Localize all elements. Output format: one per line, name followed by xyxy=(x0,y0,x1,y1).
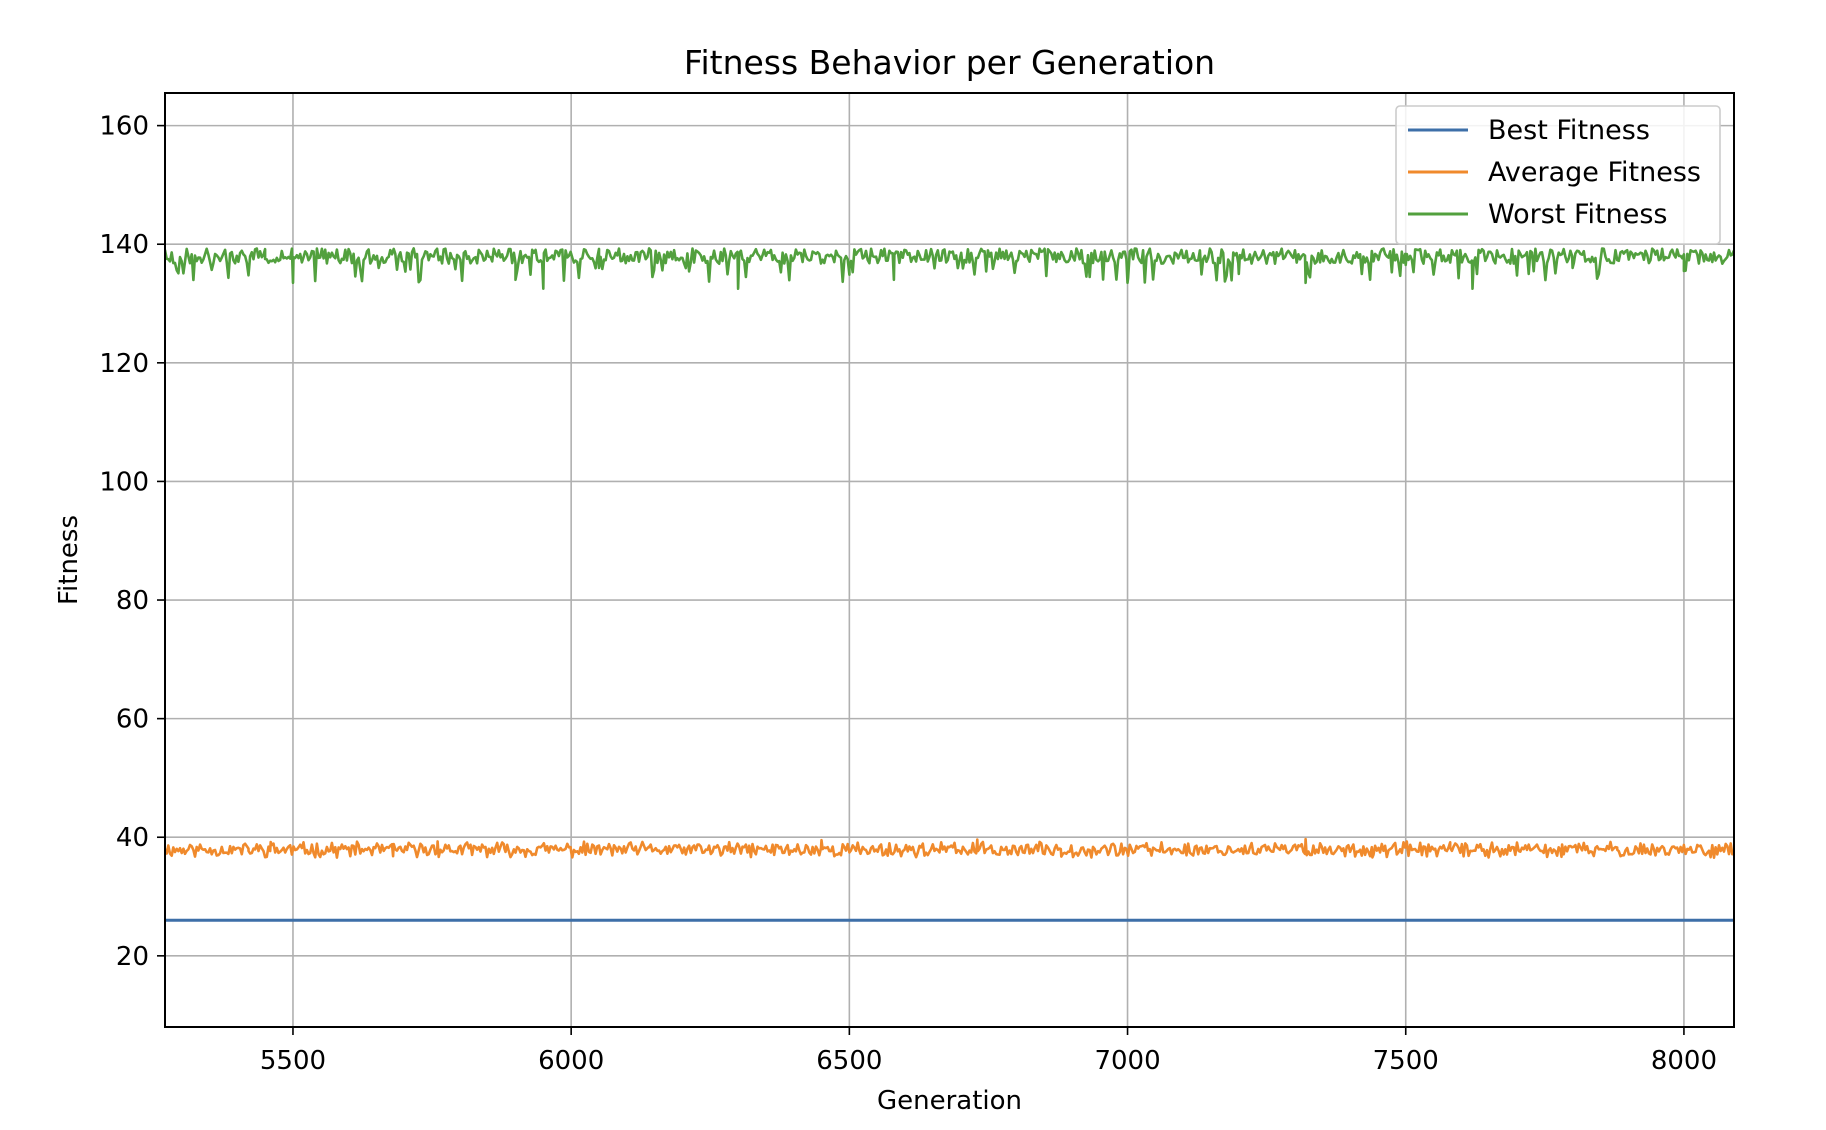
legend: Best Fitness Average Fitness Worst Fitness xyxy=(1395,105,1721,245)
series-line-worst-fitness xyxy=(165,247,1734,290)
y-tick-label: 80 xyxy=(116,586,149,616)
y-tick-label: 160 xyxy=(99,112,149,142)
y-tick-label: 40 xyxy=(116,823,149,853)
plot-frame xyxy=(164,92,1735,1028)
legend-label: Worst Fitness xyxy=(1488,199,1667,230)
y-tick-label: 60 xyxy=(116,705,149,735)
chart-title: Fitness Behavior per Generation xyxy=(684,43,1215,82)
x-axis-label: Generation xyxy=(877,1086,1022,1116)
y-tick-label: 140 xyxy=(99,230,149,260)
y-axis-label: Fitness xyxy=(54,515,84,605)
series-layer xyxy=(165,247,1734,922)
x-tick-label: 6500 xyxy=(816,1046,882,1076)
legend-label: Average Fitness xyxy=(1488,157,1701,188)
x-tick-label: 7000 xyxy=(1094,1046,1160,1076)
series-line-average-fitness xyxy=(165,837,1734,859)
y-tick-label: 120 xyxy=(99,349,149,379)
x-tick-label: 7500 xyxy=(1373,1046,1439,1076)
x-tick-label: 5500 xyxy=(260,1046,326,1076)
x-tick-label: 6000 xyxy=(538,1046,604,1076)
legend-box xyxy=(1395,105,1721,245)
x-tick-label: 8000 xyxy=(1651,1046,1717,1076)
y-tick-label: 100 xyxy=(99,467,149,497)
grid xyxy=(165,93,1734,1027)
ticks: 5500 6000 6500 7000 7500 8000 20 40 60 80 100 120 14… xyxy=(99,112,1717,1076)
y-tick-label: 20 xyxy=(116,942,149,972)
legend-label: Best Fitness xyxy=(1488,115,1650,146)
